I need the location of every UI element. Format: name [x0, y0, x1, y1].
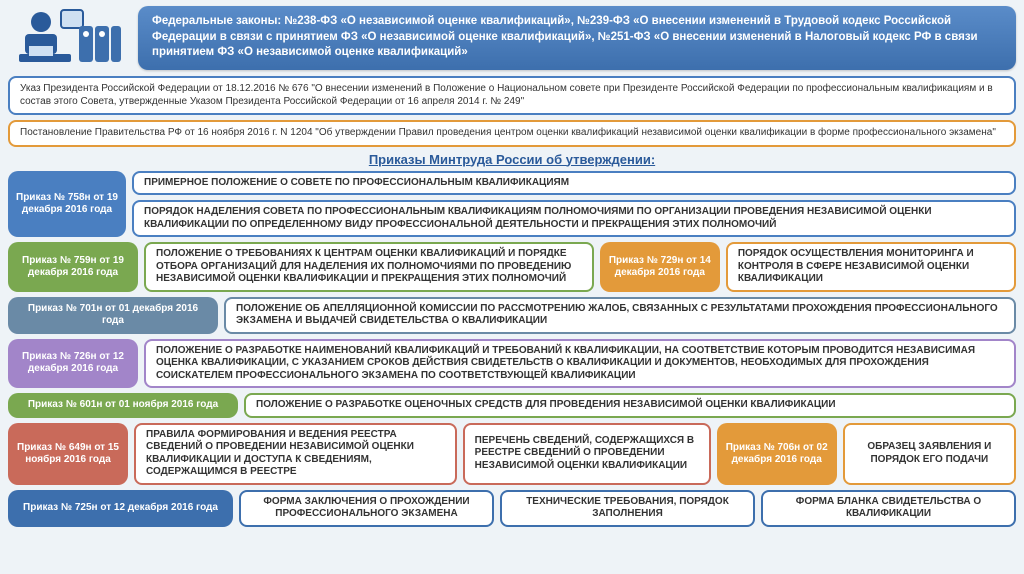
header-title: Федеральные законы: №238-ФЗ «О независим… [152, 15, 978, 58]
pill-759: Приказ № 759н от 19 декабря 2016 года [8, 242, 138, 292]
box-649a: ПРАВИЛА ФОРМИРОВАНИЯ И ВЕДЕНИЯ РЕЕСТРА С… [134, 423, 457, 485]
pill-758: Приказ № 758н от 19 декабря 2016 года [8, 171, 126, 238]
pill-701: Приказ № 701н от 01 декабря 2016 года [8, 297, 218, 334]
box-601a: ПОЛОЖЕНИЕ О РАЗРАБОТКЕ ОЦЕНОЧНЫХ СРЕДСТВ… [244, 393, 1016, 418]
pill-729: Приказ № 729н от 14 декабря 2016 года [600, 242, 720, 292]
box-725a: ФОРМА ЗАКЛЮЧЕНИЯ О ПРОХОЖДЕНИИ ПРОФЕССИО… [239, 490, 494, 527]
row-701: Приказ № 701н от 01 декабря 2016 года ПО… [8, 297, 1016, 334]
header-row: Федеральные законы: №238-ФЗ «О независим… [8, 6, 1016, 70]
row-758: Приказ № 758н от 19 декабря 2016 года ПР… [8, 171, 1016, 238]
box-725b: ТЕХНИЧЕСКИЕ ТРЕБОВАНИЯ, ПОРЯДОК ЗАПОЛНЕН… [500, 490, 755, 527]
pill-706: Приказ № 706н от 02 декабря 2016 года [717, 423, 837, 485]
header-icon [8, 6, 128, 70]
row-649-706: Приказ № 649н от 15 ноября 2016 года ПРА… [8, 423, 1016, 485]
box-706a: ОБРАЗЕЦ ЗАЯВЛЕНИЯ И ПОРЯДОК ЕГО ПОДАЧИ [843, 423, 1016, 485]
pill-726: Приказ № 726н от 12 декабря 2016 года [8, 339, 138, 389]
header-banner: Федеральные законы: №238-ФЗ «О независим… [138, 6, 1016, 70]
post-text: Постановление Правительства РФ от 16 ноя… [20, 127, 996, 138]
ukaz-text: Указ Президента Российской Федерации от … [20, 83, 993, 107]
box-725c: ФОРМА БЛАНКА СВИДЕТЕЛЬСТВА О КВАЛИФИКАЦИ… [761, 490, 1016, 527]
box-758b: ПОРЯДОК НАДЕЛЕНИЯ СОВЕТА ПО ПРОФЕССИОНАЛ… [132, 200, 1016, 237]
post-box: Постановление Правительства РФ от 16 ноя… [8, 120, 1016, 147]
box-649b: ПЕРЕЧЕНЬ СВЕДЕНИЙ, СОДЕРЖАЩИХСЯ В РЕЕСТР… [463, 423, 711, 485]
pill-649: Приказ № 649н от 15 ноября 2016 года [8, 423, 128, 485]
pill-601: Приказ № 601н от 01 ноября 2016 года [8, 393, 238, 418]
row-725: Приказ № 725н от 12 декабря 2016 года ФО… [8, 490, 1016, 527]
box-701a: ПОЛОЖЕНИЕ ОБ АПЕЛЛЯЦИОННОЙ КОМИССИИ ПО Р… [224, 297, 1016, 334]
box-758a: ПРИМЕРНОЕ ПОЛОЖЕНИЕ О СОВЕТЕ ПО ПРОФЕССИ… [132, 171, 1016, 196]
ukaz-box: Указ Президента Российской Федерации от … [8, 76, 1016, 115]
row-759-729: Приказ № 759н от 19 декабря 2016 года ПО… [8, 242, 1016, 292]
row-601: Приказ № 601н от 01 ноября 2016 года ПОЛ… [8, 393, 1016, 418]
box-729a: ПОРЯДОК ОСУЩЕСТВЛЕНИЯ МОНИТОРИНГА И КОНТ… [726, 242, 1016, 292]
row-726: Приказ № 726н от 12 декабря 2016 года ПО… [8, 339, 1016, 389]
box-759a: ПОЛОЖЕНИЕ О ТРЕБОВАНИЯХ К ЦЕНТРАМ ОЦЕНКИ… [144, 242, 594, 292]
pill-725: Приказ № 725н от 12 декабря 2016 года [8, 490, 233, 527]
section-title: Приказы Минтруда России об утверждении: [8, 152, 1016, 167]
box-726a: ПОЛОЖЕНИЕ О РАЗРАБОТКЕ НАИМЕНОВАНИЙ КВАЛ… [144, 339, 1016, 389]
